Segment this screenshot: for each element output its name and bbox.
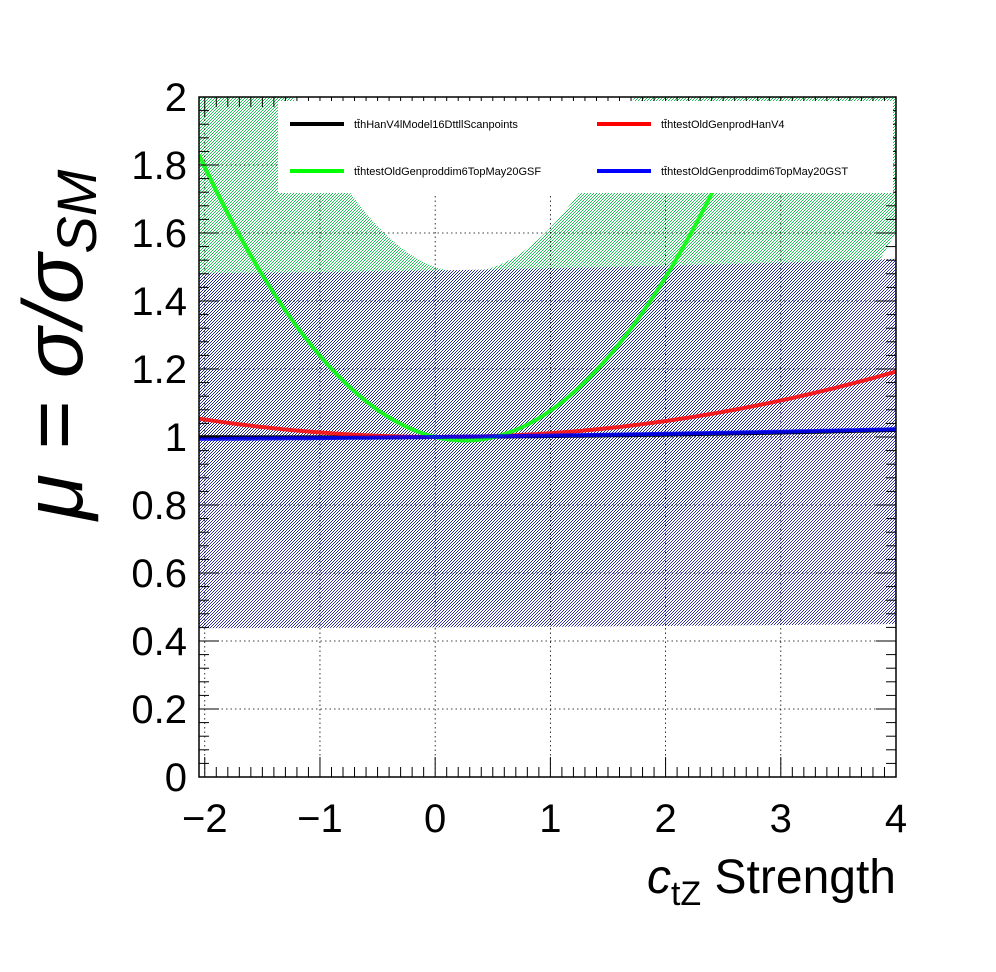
legend-label: tt̄htestOldGenproddim6TopMay20GSF [354,166,541,178]
y-axis-label-sub: SM [45,169,108,253]
x-tick-label: 4 [885,797,907,841]
x-tick-labels: −2 −1 0 1 2 3 4 [182,797,907,841]
series-line-2 [199,369,896,439]
x-tick-label: −2 [182,797,228,841]
y-tick-label: 1.6 [131,212,187,256]
x-tick-label: 1 [539,797,561,841]
grid-lines [199,97,896,777]
legend-entry-2: tt̄htestOldGenprodHanV4 [597,119,785,131]
y-axis-label: μ = σ/σSM [6,169,108,522]
x-tick-label: 0 [424,797,446,841]
y-tick-label: 2 [165,76,187,120]
y-tick-label: 1.2 [131,348,187,392]
y-tick-label: 1.4 [131,280,187,324]
band-4 [199,258,896,629]
y-tick-label: 1.8 [131,144,187,188]
uncertainty-bands [199,97,896,629]
y-tick-label: 0.6 [131,552,187,596]
series-curves [199,139,896,443]
legend-label: tt̄htestOldGenprodHanV4 [661,119,785,131]
legend-entry-1: tt̄hHanV4lModel16DttllScanpoints [290,119,518,131]
y-tick-label: 0.2 [131,688,187,732]
x-axis-label: ctZ Strength [647,851,896,913]
x-axis-label-sub: tZ [671,875,701,913]
series-line-4 [199,427,896,441]
x-axis-label-var: c [647,851,671,904]
legend-label: tt̄hHanV4lModel16DttllScanpoints [354,119,518,131]
series-line-3 [199,139,739,443]
legend-entry-4: tt̄htestOldGenproddim6TopMay20GST [597,166,848,178]
legend-box [278,101,893,193]
legend-label: tt̄htestOldGenproddim6TopMay20GST [661,166,848,178]
x-tick-label: −1 [297,797,343,841]
y-tick-label: 0 [165,756,187,800]
x-tick-label: 3 [770,797,792,841]
y-tick-labels: 0 0.2 0.4 0.6 0.8 1 1.2 1.4 1.6 1.8 2 [131,76,187,800]
x-axis-label-suffix: Strength [701,851,896,904]
y-tick-label: 0.4 [131,620,187,664]
y-tick-label: 0.8 [131,484,187,528]
y-tick-label: 1 [165,416,187,460]
legend-entry-3: tt̄htestOldGenproddim6TopMay20GSF [290,166,541,178]
legend: tt̄hHanV4lModel16DttllScanpoints tt̄htest… [278,101,893,193]
x-tick-label: 2 [654,797,676,841]
y-axis-label-main: μ = σ/σ [6,250,100,522]
